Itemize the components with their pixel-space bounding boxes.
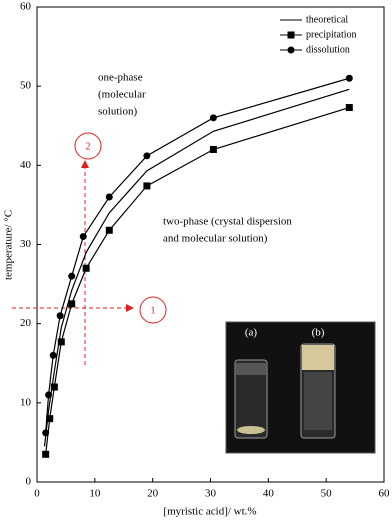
legend-marker (287, 46, 295, 54)
point (209, 114, 217, 122)
point (82, 264, 90, 272)
point (345, 104, 353, 112)
x-tick-label: 50 (321, 488, 333, 500)
point (57, 338, 65, 346)
point (209, 146, 217, 153)
region-label: two-phase (crystal dispersion (163, 216, 292, 228)
x-axis-label: [myristic acid]/ wt.% (163, 506, 256, 518)
marker-circle (139, 296, 167, 324)
point (105, 193, 113, 201)
inset-label: (a) (245, 327, 258, 339)
point (345, 74, 353, 82)
point (42, 429, 50, 437)
legend-marker (287, 31, 295, 39)
x-tick-label: 30 (205, 488, 217, 500)
region-label: solution) (98, 106, 137, 118)
point (49, 351, 57, 359)
series-line (43, 88, 350, 447)
arrow-heads (81, 160, 134, 312)
y-tick-label: 0 (26, 476, 32, 488)
series-line (45, 106, 350, 455)
point (42, 450, 50, 458)
point (45, 391, 53, 399)
x-tick-label: 20 (147, 488, 159, 500)
point (143, 152, 151, 160)
legend-label: theoretical (306, 14, 348, 25)
inset-photo (225, 321, 376, 454)
point (68, 300, 76, 308)
point (143, 182, 151, 190)
y-tick-label: 20 (20, 317, 32, 329)
x-tick-label: 60 (379, 488, 391, 500)
x-tick-label: 10 (89, 488, 101, 500)
x-tick-label: 40 (263, 488, 275, 500)
point (56, 312, 64, 320)
legend-label: precipitation (306, 29, 357, 40)
y-tick-label: 60 (20, 1, 32, 13)
region-label: and molecular solution) (163, 233, 268, 245)
region-label: one-phase (98, 72, 143, 84)
y-tick-label: 30 (20, 238, 32, 250)
point (105, 226, 113, 234)
point (50, 383, 58, 391)
region-label: (molecular (98, 89, 146, 101)
point (46, 415, 54, 423)
x-tick-label: 0 (34, 488, 40, 500)
y-tick-label: 10 (20, 396, 32, 408)
marker-circle (74, 132, 102, 160)
marker-label: 2 (86, 141, 91, 152)
y-tick-label: 50 (20, 80, 32, 92)
legend-label: dissolution (306, 44, 350, 55)
inset-label: (b) (312, 327, 325, 339)
y-axis-label: temperature/ °C (3, 210, 15, 280)
marker-label: 1 (151, 305, 156, 316)
y-tick-label: 40 (20, 159, 32, 171)
point (79, 233, 87, 241)
series-line (45, 77, 350, 433)
point (68, 272, 76, 280)
